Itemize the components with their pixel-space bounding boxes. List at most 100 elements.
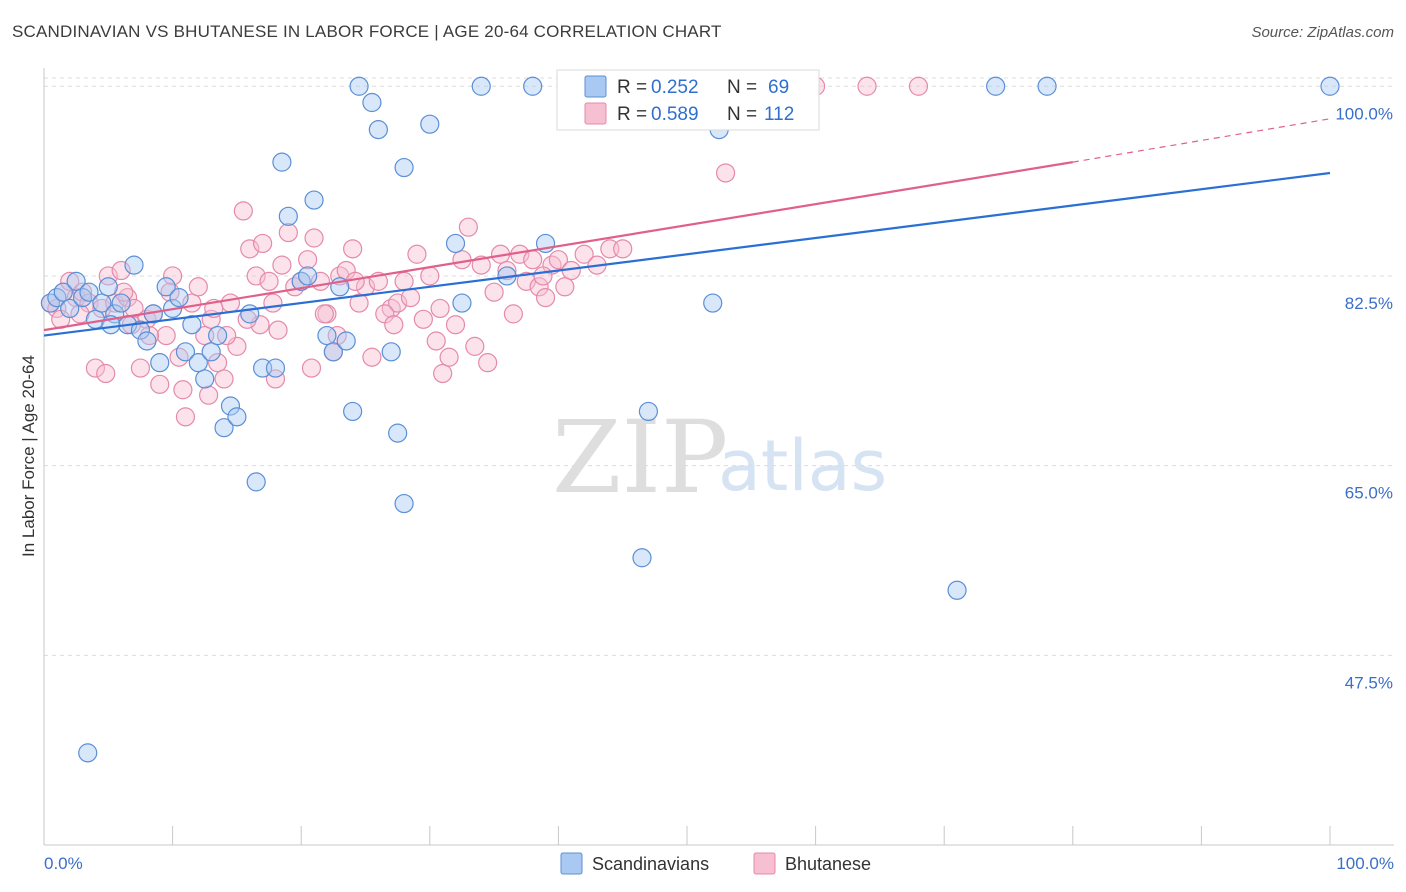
scandinavian-point [336,331,356,351]
legend-n-label-0: N = [727,77,757,98]
bhutanese-point [60,271,80,291]
bottom-legend-label-scandinavians: Scandinavians [592,854,709,874]
scandinavian-point [98,277,118,297]
scandinavian-point [420,114,440,134]
stats-legend: R = 0.252 N = 69 R = 0.589 N = 112 [556,69,820,131]
scandinavian-point [124,255,144,275]
bhutanese-point [233,201,253,221]
scandinavian-point [92,293,112,313]
bhutanese-point [426,331,446,351]
x-ticks [172,826,1331,845]
bhutanese-point [613,239,633,259]
scandinavian-point [265,358,286,378]
bhutanese-point [268,320,288,340]
bhutanese-trend-extension [1072,118,1331,163]
gridlines [44,77,1394,656]
scandinavian-point [452,293,472,313]
bhutanese-point [259,271,279,291]
y-tick-label: 65.0% [1345,484,1393,503]
legend-r-value-0: 0.252 [651,77,699,98]
bhutanese-point [265,369,286,389]
bhutanese-point [362,347,382,367]
bhutanese-point [430,298,450,319]
scandinavian-point [471,76,491,96]
scandinavian-point [214,418,234,438]
legend-n-value-1: 112 [764,104,794,125]
bhutanese-point [156,325,176,346]
scandinavian-point [208,325,228,346]
bhutanese-point [413,309,433,329]
scandinavian-point [169,288,189,308]
bhutanese-trend-line [43,161,1073,332]
bhutanese-point [384,315,404,335]
bhutanese-point [478,353,498,373]
bhutanese-point [343,239,363,259]
scandinavian-point [60,298,80,319]
scandinavian-point [323,342,343,362]
scandinavian-point [445,233,466,254]
bhutanese-point [173,380,193,400]
scandinavian-point [111,293,131,313]
scandinavian-point [638,401,659,422]
bhutanese-point [533,266,553,286]
scandinavian-point [362,92,382,113]
bhutanese-point [298,250,318,270]
bhutanese-point [96,363,116,384]
scandinavian-point [201,342,221,362]
bhutanese-point [220,293,241,313]
scandinavian-point [278,206,298,226]
bhutanese-point [278,222,298,243]
scandinavian-point [523,76,543,96]
scandinavian-point [1320,76,1340,96]
bhutanese-point [529,277,549,297]
chart-source: Source: ZipAtlas.com [1251,24,1394,41]
bhutanese-point [199,385,219,405]
legend-r-value-1: 0.589 [651,104,699,125]
bhutanese-point [72,282,93,302]
scandinavian-point [79,282,99,302]
scandinavian-point [66,271,86,291]
chart-title: SCANDINAVIAN VS BHUTANESE IN LABOR FORCE… [12,22,722,41]
bottom-legend-swatch-bhutanese [753,852,776,875]
scandinavian-point [246,472,266,492]
legend-n-label-1: N = [727,104,757,125]
bhutanese-point [420,266,440,286]
bhutanese-point [548,250,569,270]
bhutanese-point [458,217,478,237]
bhutanese-point [130,358,151,378]
bhutanese-point [208,353,228,373]
bhutanese-point [175,407,196,427]
scandinavian-point [182,315,202,335]
scandinavian-point [349,76,369,96]
y-tick-labels: 47.5% 65.0% 82.5% 100.0% [1335,104,1393,692]
bhutanese-point [407,244,427,264]
scandinavian-point [394,493,414,514]
legend-swatch-scandinavians [584,75,607,98]
bhutanese-point [263,293,283,313]
bhutanese-point [304,228,324,248]
scandinavian-point [368,120,388,140]
bhutanese-point [433,363,453,384]
scandinavian-point [304,190,324,210]
scandinavian-point [703,293,723,313]
bhutanese-point [523,250,543,270]
bhutanese-point [272,255,292,275]
scandinavian-point [130,320,151,340]
scandinavian-point [195,369,215,389]
y-tick-label: 47.5% [1345,673,1393,692]
scandinavian-point [272,152,292,172]
scandinavian-point [220,396,241,416]
x-tick-label-min: 0.0% [44,854,83,873]
scandinavian-trend-line [43,171,1331,337]
bhutanese-point [214,369,234,389]
y-tick-label: 100.0% [1335,104,1393,123]
bhutanese-point [85,358,106,378]
x-tick-label-max: 100.0% [1336,854,1394,873]
bhutanese-point [715,163,736,183]
bhutanese-point [497,260,517,281]
scandinavian-point [947,580,967,600]
scandinavian-point [240,304,260,324]
bhutanese-point [163,266,183,286]
bhutanese-point [439,347,459,367]
